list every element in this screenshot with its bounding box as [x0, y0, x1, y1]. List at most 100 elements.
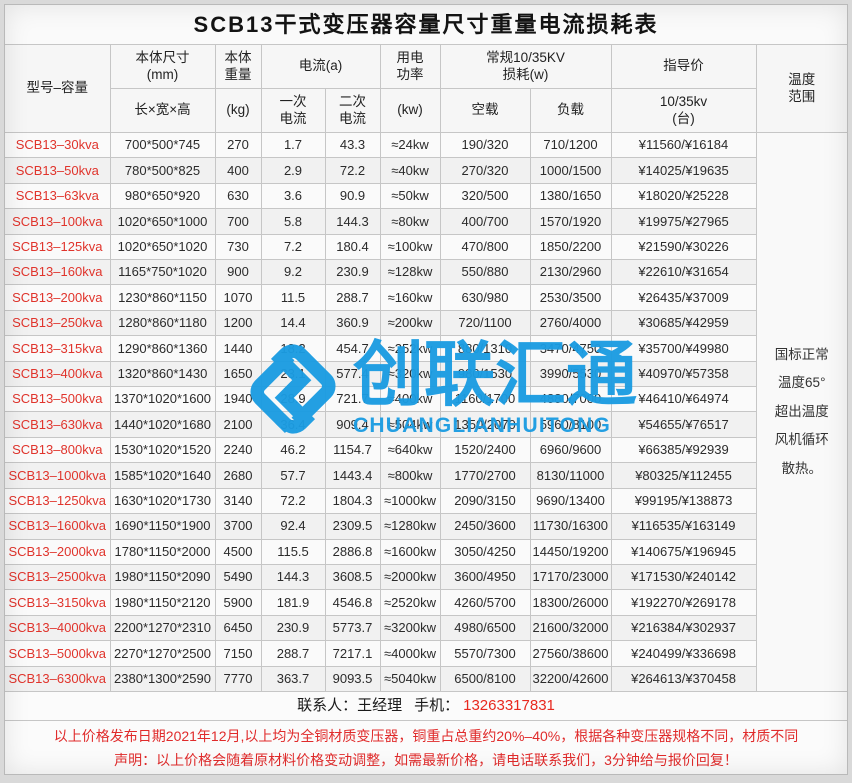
cell-power: ≈40kw — [379, 157, 441, 184]
col-subheader-weight-unit: (kg) — [214, 88, 262, 133]
cell-load: 1000/1500 — [529, 157, 612, 184]
cell-noload: 6500/8100 — [439, 665, 531, 693]
cell-price: ¥21590/¥30226 — [610, 233, 757, 261]
cell-i2: 909.4 — [324, 411, 381, 438]
cell-power: ≈640kw — [379, 436, 441, 464]
cell-price: ¥11560/¥16184 — [610, 131, 757, 159]
cell-load: 6960/9600 — [529, 436, 612, 464]
cell-size: 1020*650*1020 — [109, 233, 216, 261]
cell-price: ¥26435/¥37009 — [610, 284, 757, 311]
cell-i2: 230.9 — [324, 259, 381, 286]
cell-model: SCB13–250kva — [5, 309, 111, 337]
contact-phone-number: 13263317831 — [463, 697, 555, 714]
cell-model: SCB13–400kva — [5, 360, 111, 388]
table-row: SCB13–500kva 1370*1020*1600 1940 28.9 721.7 ≈… — [5, 386, 847, 413]
cell-load: 18300/26000 — [529, 589, 612, 616]
cell-weight: 1940 — [214, 386, 262, 413]
table-row: SCB13–2500kva 1980*1150*2090 5490 144.3 3608… — [5, 563, 847, 591]
cell-load: 21600/32000 — [529, 614, 612, 642]
cell-i1: 18.2 — [260, 335, 326, 362]
cell-i1: 288.7 — [260, 640, 326, 667]
cell-noload: 3050/4250 — [439, 538, 531, 565]
cell-i1: 144.3 — [260, 563, 326, 591]
col-header-price: 指导价 — [610, 45, 757, 89]
col-subheader-current-secondary: 二次 电流 — [324, 88, 381, 133]
cell-size: 1320*860*1430 — [109, 360, 216, 388]
cell-model: SCB13–50kva — [5, 157, 111, 184]
cell-noload: 470/800 — [439, 233, 531, 261]
cell-weight: 4500 — [214, 538, 262, 565]
table-row: SCB13–6300kva 2380*1300*2590 7770 363.7 9093… — [5, 665, 847, 693]
cell-power: ≈2000kw — [379, 563, 441, 591]
cell-weight: 7770 — [214, 665, 262, 693]
cell-price: ¥46410/¥64974 — [610, 386, 757, 413]
cell-i1: 2.9 — [260, 157, 326, 184]
cell-price: ¥99195/¥138873 — [610, 487, 757, 515]
table-row: SCB13–1250kva 1630*1020*1730 3140 72.2 1804.… — [5, 487, 847, 515]
cell-model: SCB13–100kva — [5, 208, 111, 235]
cell-model: SCB13–6300kva — [5, 665, 111, 693]
cell-load: 14450/19200 — [529, 538, 612, 565]
cell-i1: 28.9 — [260, 386, 326, 413]
table-row: SCB13–2000kva 1780*1150*2000 4500 115.5 2886… — [5, 538, 847, 565]
cell-size: 1280*860*1180 — [109, 309, 216, 337]
page-title: SCB13干式变压器容量尺寸重量电流损耗表 — [5, 5, 847, 45]
cell-i2: 43.3 — [324, 131, 381, 159]
cell-noload: 980/1530 — [439, 360, 531, 388]
cell-price: ¥66385/¥92939 — [610, 436, 757, 464]
note-line-1: 以上价格发布日期2021年12月,以上均为全铜材质变压器，铜重占总重约20%–4… — [53, 728, 799, 744]
cell-model: SCB13–315kva — [5, 335, 111, 362]
cell-i2: 144.3 — [324, 208, 381, 235]
cell-model: SCB13–2000kva — [5, 538, 111, 565]
cell-i2: 4546.8 — [324, 589, 381, 616]
cell-i1: 3.6 — [260, 182, 326, 210]
cell-noload: 5570/7300 — [439, 640, 531, 667]
cell-power: ≈400kw — [379, 386, 441, 413]
cell-i2: 3608.5 — [324, 563, 381, 591]
cell-power: ≈50kw — [379, 182, 441, 210]
cell-weight: 7150 — [214, 640, 262, 667]
cell-noload: 2090/3150 — [439, 487, 531, 515]
col-header-temperature: 温度 范围 — [755, 45, 847, 133]
table-row: SCB13–250kva 1280*860*1180 1200 14.4 360.9 ≈2… — [5, 309, 847, 337]
col-subheader-size: 长×宽×高 — [110, 88, 216, 133]
cell-power: ≈128kw — [379, 259, 441, 286]
cell-model: SCB13–5000kva — [5, 640, 111, 667]
table-row: SCB13–1000kva 1585*1020*1640 2680 57.7 1443.… — [5, 462, 847, 489]
cell-size: 1780*1150*2000 — [109, 538, 216, 565]
cell-power: ≈1280kw — [379, 513, 441, 540]
cell-i2: 7217.1 — [324, 640, 381, 667]
contact-phone-label: 手机： — [414, 697, 460, 714]
table-row: SCB13–125kva 1020*650*1020 730 7.2 180.4 ≈100… — [5, 233, 847, 261]
cell-power: ≈80kw — [379, 208, 441, 235]
table-row: SCB13–630kva 1440*1020*1680 2100 36.4 909.4 ≈… — [5, 411, 847, 438]
cell-i2: 90.9 — [324, 182, 381, 210]
cell-price: ¥40970/¥57358 — [610, 360, 757, 388]
cell-weight: 5900 — [214, 589, 262, 616]
cell-weight: 1650 — [214, 360, 262, 388]
cell-i1: 14.4 — [260, 309, 326, 337]
cell-i2: 1443.4 — [324, 462, 381, 489]
cell-model: SCB13–2500kva — [5, 563, 111, 591]
cell-noload: 550/880 — [439, 259, 531, 286]
cell-model: SCB13–125kva — [5, 233, 111, 261]
cell-model: SCB13–1000kva — [5, 462, 111, 489]
contact-person: 联系人：王经理 — [297, 697, 403, 714]
cell-size: 1630*1020*1730 — [109, 487, 216, 515]
cell-model: SCB13–30kva — [5, 131, 111, 159]
cell-i2: 1804.3 — [324, 487, 381, 515]
cell-load: 8130/11000 — [529, 462, 612, 489]
col-header-model: 型号–容量 — [5, 45, 111, 133]
cell-weight: 900 — [214, 259, 262, 286]
cell-power: ≈3200kw — [379, 614, 441, 642]
cell-model: SCB13–630kva — [5, 411, 111, 438]
cell-i2: 577.4 — [324, 360, 381, 388]
cell-price: ¥19975/¥27965 — [610, 208, 757, 235]
cell-price: ¥192270/¥269178 — [610, 589, 757, 616]
cell-price: ¥22610/¥31654 — [610, 259, 757, 286]
cell-price: ¥54655/¥76517 — [610, 411, 757, 438]
cell-weight: 2680 — [214, 462, 262, 489]
cell-noload: 630/980 — [439, 284, 531, 311]
cell-weight: 3700 — [214, 513, 262, 540]
cell-weight: 730 — [214, 233, 262, 261]
